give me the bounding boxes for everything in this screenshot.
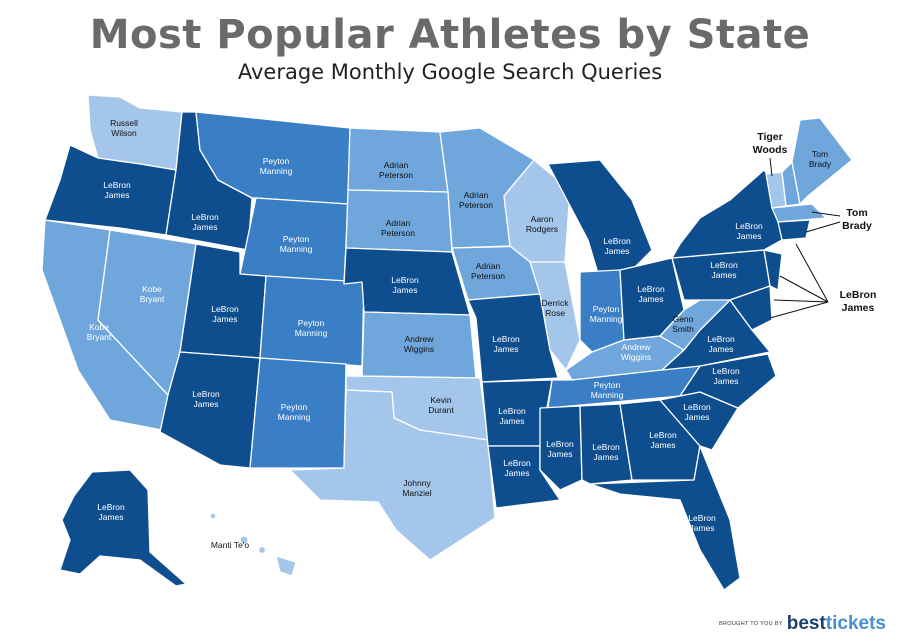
label-mi: LeBron James bbox=[603, 236, 631, 256]
map-subtitle: Average Monthly Google Search Queries bbox=[237, 60, 663, 84]
leader-line-de bbox=[773, 299, 829, 303]
label-or: LeBron James bbox=[103, 180, 131, 200]
label-co: Peyton Manning bbox=[295, 318, 328, 338]
state-de-md[interactable] bbox=[729, 285, 773, 331]
state-la[interactable] bbox=[487, 445, 561, 509]
label-nd: Adrian Peterson bbox=[379, 160, 413, 180]
label-id: LeBron James bbox=[191, 212, 219, 232]
label-ky: Andrew Wiggins bbox=[621, 342, 651, 362]
label-wy: Peyton Manning bbox=[280, 234, 313, 254]
label-mn: Adrian Peterson bbox=[459, 190, 493, 210]
label-nv: Kobe Bryant bbox=[140, 284, 165, 304]
state-mi[interactable] bbox=[547, 159, 653, 281]
callout-vt: Tiger Woods bbox=[753, 131, 788, 156]
label-me: Tom Brady bbox=[809, 149, 832, 169]
state-ma[interactable] bbox=[771, 203, 827, 223]
leader-line-md bbox=[769, 301, 829, 319]
callout-ne: LeBron James bbox=[840, 289, 877, 314]
state-nj[interactable] bbox=[763, 249, 783, 291]
map-title: Most Popular Athletes by State bbox=[89, 12, 811, 58]
brand-name: besttickets bbox=[786, 613, 886, 634]
label-ia: Adrian Peterson bbox=[471, 261, 505, 281]
leader-line-ma bbox=[811, 211, 841, 217]
callouts: Tiger Woods Tom Brady LeBron James bbox=[753, 131, 877, 319]
brand-logo: BROUGHT TO YOU BY besttickets bbox=[719, 613, 886, 635]
label-ar: LeBron James bbox=[498, 406, 526, 426]
label-nc: LeBron James bbox=[712, 366, 740, 386]
state-al[interactable] bbox=[579, 403, 633, 485]
state-ct-ri[interactable] bbox=[777, 219, 811, 241]
label-ga: LeBron James bbox=[649, 430, 677, 450]
state-me[interactable] bbox=[791, 117, 853, 205]
label-oh: LeBron James bbox=[637, 284, 665, 304]
label-il: Derrick Rose bbox=[542, 298, 570, 318]
athlete-labels: Russell Wilson LeBron James Kobe Bryant Kobe Br… bbox=[87, 118, 832, 550]
states-layer bbox=[41, 94, 853, 591]
label-in: Peyton Manning bbox=[590, 304, 623, 324]
label-mo: LeBron James bbox=[492, 334, 520, 354]
leader-line-ct bbox=[795, 243, 829, 303]
label-ne: LeBron James bbox=[391, 275, 419, 295]
label-nm: Peyton Manning bbox=[278, 402, 311, 422]
leader-line-vt bbox=[769, 157, 773, 177]
label-az: LeBron James bbox=[192, 389, 220, 409]
label-mt: Peyton Manning bbox=[260, 156, 293, 176]
label-ok: Kevin Durant bbox=[428, 395, 454, 415]
label-ny: LeBron James bbox=[735, 221, 763, 241]
label-tn: Peyton Manning bbox=[591, 380, 624, 400]
label-ms: LeBron James bbox=[546, 439, 574, 459]
callout-ma: Tom Brady bbox=[842, 207, 872, 232]
label-ut: LeBron James bbox=[211, 304, 239, 324]
label-va: LeBron James bbox=[707, 334, 735, 354]
leader-line-nj bbox=[779, 275, 829, 303]
label-wv: Geno Smith bbox=[672, 314, 694, 334]
leader-line-ri bbox=[805, 221, 841, 233]
state-fl[interactable] bbox=[589, 445, 741, 591]
label-wi: Aaron Rodgers bbox=[526, 214, 558, 234]
state-ak[interactable] bbox=[59, 469, 187, 587]
state-ms[interactable] bbox=[539, 405, 583, 491]
state-tx[interactable] bbox=[289, 389, 496, 561]
brand-tagline: BROUGHT TO YOU BY bbox=[719, 621, 783, 627]
label-fl: LeBron James bbox=[688, 513, 716, 533]
label-ca: Kobe Bryant bbox=[87, 322, 112, 342]
label-sd: Adrian Peterson bbox=[381, 218, 415, 238]
label-pa: LeBron James bbox=[710, 260, 738, 280]
label-wa: Russell Wilson bbox=[110, 118, 138, 138]
state-az[interactable] bbox=[159, 351, 261, 469]
label-la: LeBron James bbox=[503, 458, 531, 478]
state-ny[interactable] bbox=[671, 169, 783, 259]
label-hi: Manti Te'o bbox=[211, 540, 250, 550]
label-tx: Johnny Manziel bbox=[402, 478, 431, 498]
label-ks: Andrew Wiggins bbox=[404, 334, 434, 354]
label-al: LeBron James bbox=[592, 442, 620, 462]
label-sc: LeBron James bbox=[683, 402, 711, 422]
label-ak: LeBron James bbox=[97, 502, 125, 522]
state-hi[interactable] bbox=[209, 512, 297, 577]
